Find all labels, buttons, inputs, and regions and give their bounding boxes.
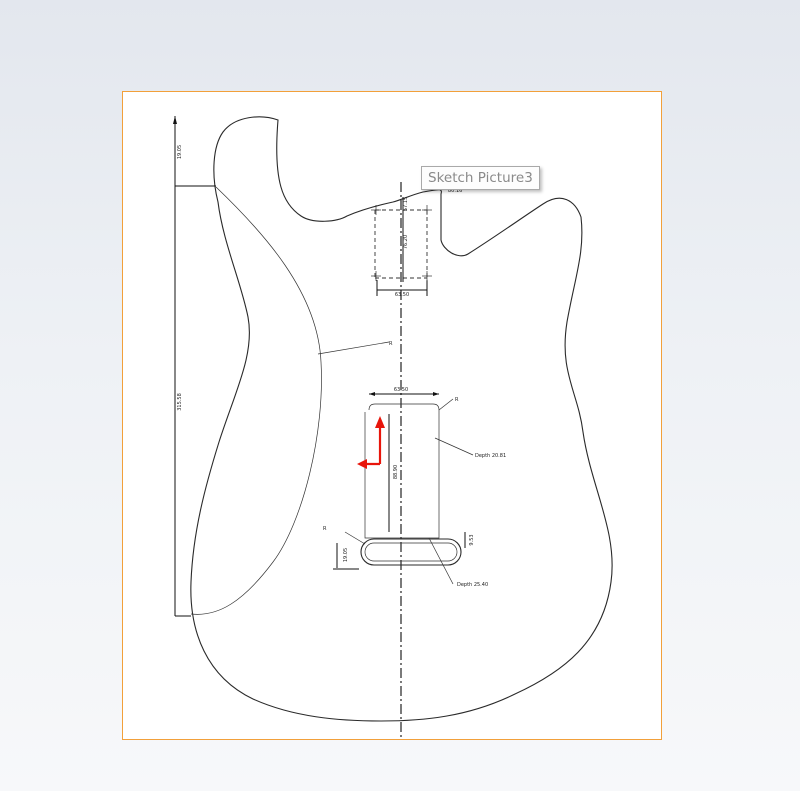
neck-screw-pattern (371, 197, 432, 296)
origin-triad-icon (357, 416, 385, 469)
guitar-body-drawing: 19.05 315.58 57.15 76.20 (173, 116, 613, 740)
dim-cavity-top: 57.15 (403, 197, 409, 211)
dim-rout-height-left: 19.05 (343, 548, 349, 562)
dim-arrow (433, 392, 439, 396)
dim-arrow (369, 392, 375, 396)
dim-cavity-side: 76.20 (403, 235, 409, 249)
dim-cavity-bottom: 63.50 (395, 292, 409, 298)
dim-pickup-width: 63.50 (394, 387, 408, 393)
dim-small-label: 80.16 (448, 188, 462, 194)
dim-rout-height-right: 9.53 (469, 534, 475, 545)
rout-depth-leader (428, 537, 454, 585)
dim-pickup-corner: R (455, 397, 459, 403)
dim-arrow (173, 116, 177, 124)
dim-body-height: 315.58 (177, 393, 183, 411)
dim-pickup-length: 88.90 (393, 465, 399, 479)
dim-pickup-depth: Depth 20.81 (475, 453, 506, 459)
dim-rout-depth: Depth 25.40 (457, 582, 488, 588)
bottom-radius-leader (344, 531, 366, 545)
output-rout-inner (364, 542, 458, 562)
dim-bottom-radius: R (323, 526, 327, 532)
sketch-picture-tooltip: Sketch Picture3 (421, 166, 540, 190)
contour-leader (317, 341, 390, 355)
dim-contour-radius: R (389, 341, 393, 347)
sketch-picture-frame[interactable]: 19.05 315.58 57.15 76.20 (122, 91, 662, 740)
output-rout[interactable] (360, 538, 462, 566)
pickup-rout[interactable] (364, 403, 440, 539)
corner-leader (438, 398, 454, 411)
contour-line (190, 186, 322, 615)
depth-leader (434, 437, 474, 456)
dim-upper-height: 19.05 (177, 145, 183, 159)
guitar-body-outline[interactable] (190, 116, 613, 722)
